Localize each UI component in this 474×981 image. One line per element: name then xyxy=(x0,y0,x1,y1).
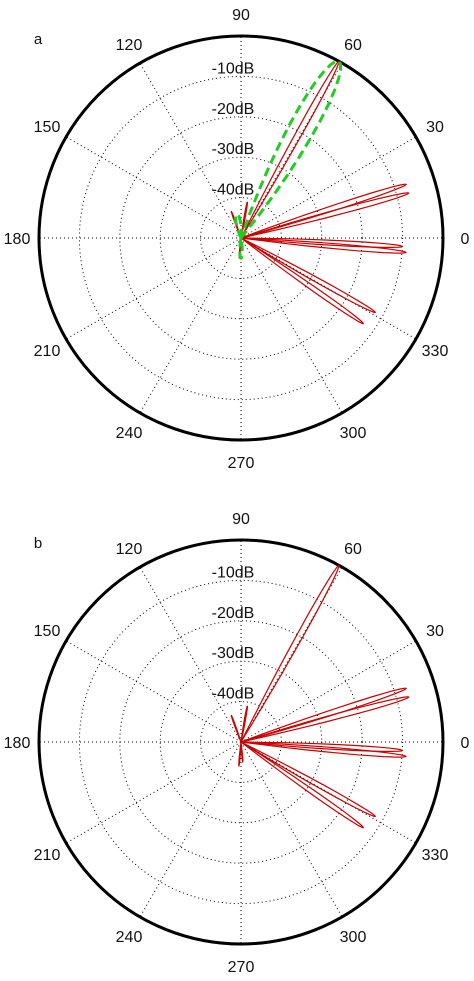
grid-spoke xyxy=(139,741,242,918)
panel-label: b xyxy=(34,535,42,552)
angle-tick-label: 150 xyxy=(34,119,61,136)
grid-spoke xyxy=(139,566,242,743)
pattern-lobe xyxy=(240,237,364,325)
angle-tick-label: 90 xyxy=(232,511,250,528)
angle-tick-label: 60 xyxy=(344,37,362,54)
polar-frame xyxy=(37,34,445,442)
pattern-lobe xyxy=(240,741,376,817)
angle-tick-label: 330 xyxy=(422,343,449,360)
polar-panel-b: 0 30 60 90 120 150 180 210 240 270 300 330 -10dB -20d… xyxy=(4,511,470,976)
angle-tick-label: 120 xyxy=(116,541,143,558)
polar-panel-a: 0 30 60 90 120 150 180 210 240 270 300 330 -10dB -20d… xyxy=(4,7,470,472)
radial-tick-label: -40dB xyxy=(212,182,255,199)
angle-tick-label: 180 xyxy=(4,735,31,752)
radial-tick-label: -20dB xyxy=(212,605,255,622)
grid-ring xyxy=(78,75,404,401)
angle-tick-label: 30 xyxy=(426,119,444,136)
pattern-lobe xyxy=(240,741,407,758)
angle-tick-label: 60 xyxy=(344,541,362,558)
pattern-lobe xyxy=(238,236,244,260)
angle-tick-label: 240 xyxy=(116,425,143,442)
panel-label: a xyxy=(34,31,43,48)
pattern-lobe xyxy=(240,741,244,763)
angle-tick-label: 150 xyxy=(34,623,61,640)
angle-tick-label: 0 xyxy=(461,735,470,752)
angle-tick-label: 90 xyxy=(232,7,250,24)
angle-tick-label: 120 xyxy=(116,37,143,54)
angle-tick-label: 330 xyxy=(422,847,449,864)
pattern-lobe xyxy=(240,60,340,239)
angle-tick-label: 270 xyxy=(228,959,255,976)
pattern-series xyxy=(230,60,410,325)
angle-tick-label: 0 xyxy=(461,231,470,248)
radial-tick-label: -20dB xyxy=(212,101,255,118)
grid-ring xyxy=(119,116,363,360)
angle-tick-label: 30 xyxy=(426,623,444,640)
envelope-series xyxy=(234,59,343,260)
grid-ring xyxy=(119,620,363,864)
grid-spoke xyxy=(65,640,242,743)
grid-spoke xyxy=(139,237,242,414)
grid-spoke xyxy=(65,136,242,239)
grid-spoke xyxy=(65,237,242,340)
angle-tick-label: 240 xyxy=(116,929,143,946)
pattern-lobe xyxy=(240,192,410,239)
angle-tick-label: 300 xyxy=(340,929,367,946)
radial-tick-label: -40dB xyxy=(212,686,255,703)
grid-spoke xyxy=(240,741,343,918)
grid-ring xyxy=(78,579,404,905)
radial-tick-label: -30dB xyxy=(212,141,255,158)
pattern-lobe xyxy=(240,237,376,313)
pattern-lobe xyxy=(240,237,403,248)
pattern-lobe xyxy=(238,741,242,767)
pattern-series xyxy=(230,564,410,829)
grid-spoke xyxy=(240,640,417,743)
pattern-lobe xyxy=(240,741,403,752)
grid-spoke xyxy=(139,62,242,239)
radial-tick-label: -30dB xyxy=(212,645,255,662)
pattern-lobe xyxy=(240,237,407,254)
grid-spoke xyxy=(240,136,417,239)
pattern-lobe xyxy=(240,564,340,743)
angle-tick-label: 210 xyxy=(34,343,61,360)
grid-spoke xyxy=(65,741,242,844)
angle-tick-label: 300 xyxy=(340,425,367,442)
grid-spoke xyxy=(240,237,417,340)
grid-spoke xyxy=(240,237,343,414)
pattern-lobe xyxy=(240,741,364,829)
pattern-lobe xyxy=(240,705,248,743)
grid-spoke xyxy=(240,741,417,844)
angle-tick-label: 210 xyxy=(34,847,61,864)
pattern-lobe xyxy=(240,696,410,743)
polar-frame xyxy=(37,538,445,946)
radial-tick-label: -10dB xyxy=(212,564,255,581)
pattern-lobe xyxy=(230,714,242,743)
pattern-lobe xyxy=(240,201,248,239)
radial-tick-label: -10dB xyxy=(212,60,255,77)
angle-tick-label: 180 xyxy=(4,231,31,248)
pattern-lobe xyxy=(239,59,343,240)
angle-tick-label: 270 xyxy=(228,455,255,472)
